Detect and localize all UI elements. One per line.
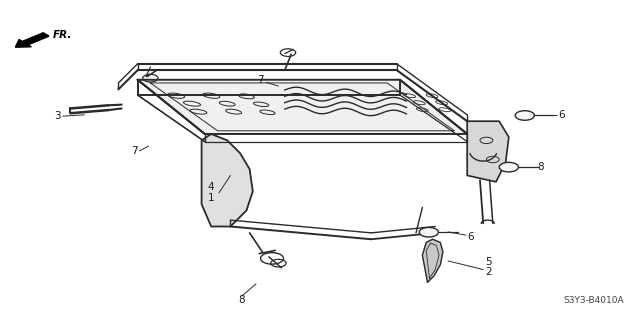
Circle shape: [515, 111, 534, 120]
Circle shape: [419, 227, 438, 237]
Polygon shape: [202, 134, 253, 226]
Text: 6: 6: [558, 110, 564, 121]
Circle shape: [499, 162, 518, 172]
FancyArrow shape: [15, 33, 49, 47]
Text: 4: 4: [208, 182, 214, 192]
Text: 6: 6: [467, 232, 474, 242]
Text: 7: 7: [257, 75, 264, 85]
Polygon shape: [138, 80, 467, 134]
Text: FR.: FR.: [52, 30, 72, 40]
Text: 8: 8: [239, 295, 245, 305]
Text: 2: 2: [485, 267, 492, 277]
Text: 1: 1: [208, 193, 214, 203]
Text: 8: 8: [538, 162, 544, 172]
Polygon shape: [422, 239, 443, 282]
Polygon shape: [467, 121, 509, 182]
Text: 3: 3: [54, 111, 61, 121]
Text: S3Y3-B4010A: S3Y3-B4010A: [563, 296, 624, 305]
Text: 5: 5: [485, 257, 492, 267]
Text: 7: 7: [131, 146, 138, 156]
